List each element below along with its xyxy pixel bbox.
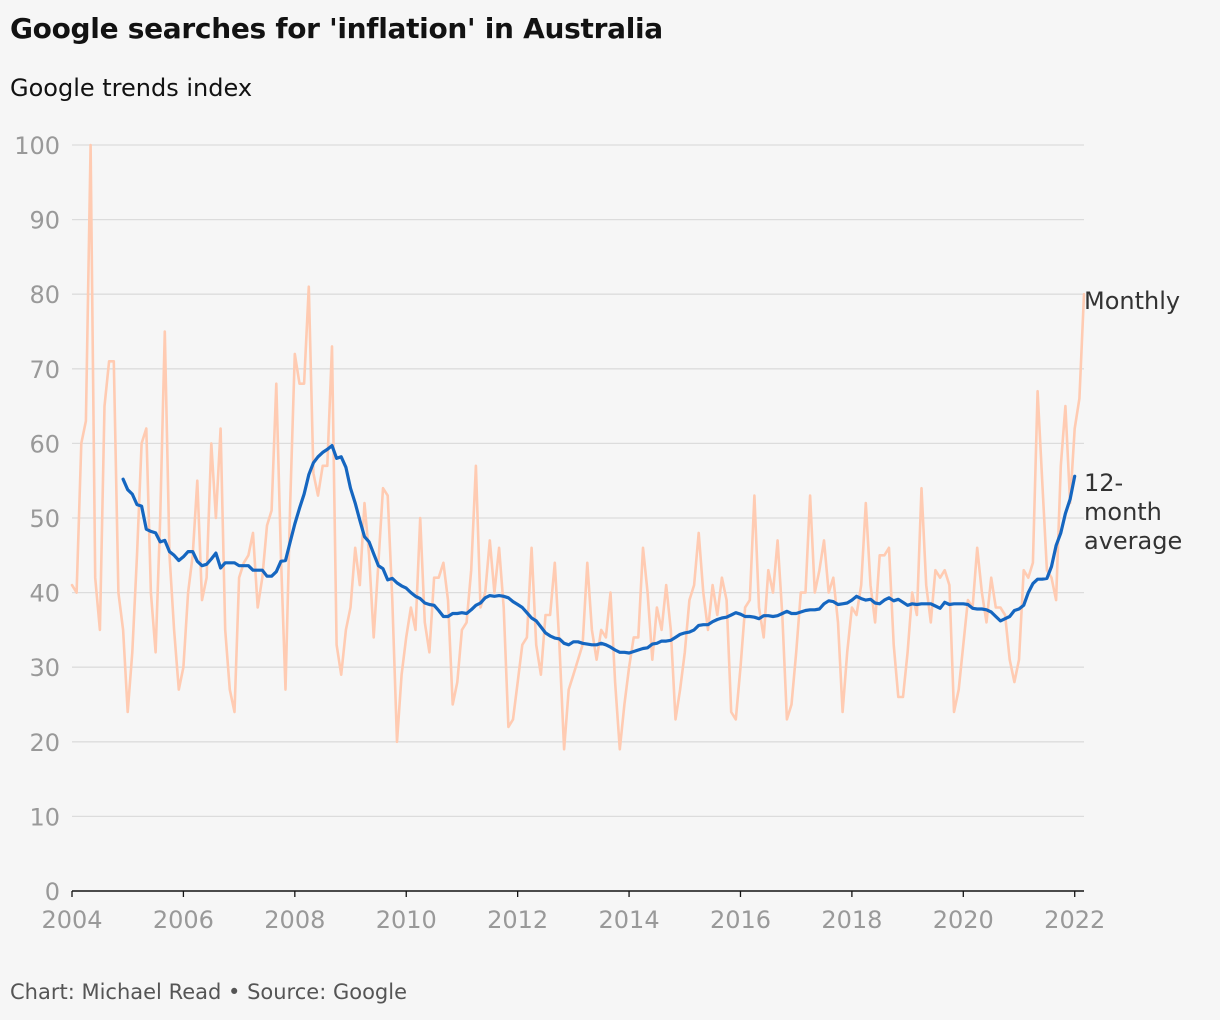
series-label-line: average xyxy=(1084,527,1182,555)
x-tick-label: 2008 xyxy=(264,906,325,934)
series-label-monthly: Monthly xyxy=(1084,287,1180,315)
y-tick-label: 0 xyxy=(45,878,60,906)
x-tick-label: 2016 xyxy=(710,906,771,934)
chart-title: Google searches for 'inflation' in Austr… xyxy=(10,12,663,45)
y-tick-label: 30 xyxy=(29,654,60,682)
series-label-line: month xyxy=(1084,498,1162,526)
y-axis-tick-labels: 0 10 20 30 40 50 60 70 80 90 100 xyxy=(14,132,60,906)
y-tick-label: 70 xyxy=(29,356,60,384)
series-label-12-month-average: 12-month average xyxy=(1084,469,1182,555)
x-tick-label: 2018 xyxy=(821,906,882,934)
x-tick-label: 2012 xyxy=(487,906,548,934)
x-tick-label: 2004 xyxy=(41,906,102,934)
y-tick-label: 50 xyxy=(29,505,60,533)
chart-subtitle: Google trends index xyxy=(10,74,253,102)
series-lines xyxy=(70,143,1086,751)
chart-credit: Chart: Michael Read • Source: Google xyxy=(10,980,408,1004)
series-line-monthly xyxy=(70,143,1086,751)
series-label-line: 12- xyxy=(1084,469,1123,497)
x-axis-tick-labels: 2004 2006 2008 2010 2012 2014 2016 2018 2020 2022 xyxy=(41,891,1105,934)
series-line-12-month-average xyxy=(121,444,1077,655)
y-tick-label: 40 xyxy=(29,580,60,608)
y-tick-label: 60 xyxy=(29,430,60,458)
y-tick-label: 80 xyxy=(29,281,60,309)
x-tick-label: 2010 xyxy=(376,906,437,934)
x-tick-label: 2022 xyxy=(1044,906,1105,934)
y-tick-label: 20 xyxy=(29,729,60,757)
y-tick-label: 10 xyxy=(29,803,60,831)
series-labels: Monthly 12-month average xyxy=(1084,287,1182,555)
gridlines xyxy=(72,144,1084,892)
x-tick-label: 2020 xyxy=(933,906,994,934)
y-tick-label: 90 xyxy=(29,207,60,235)
x-tick-label: 2006 xyxy=(153,906,214,934)
y-tick-label: 100 xyxy=(14,132,60,160)
x-tick-label: 2014 xyxy=(599,906,660,934)
